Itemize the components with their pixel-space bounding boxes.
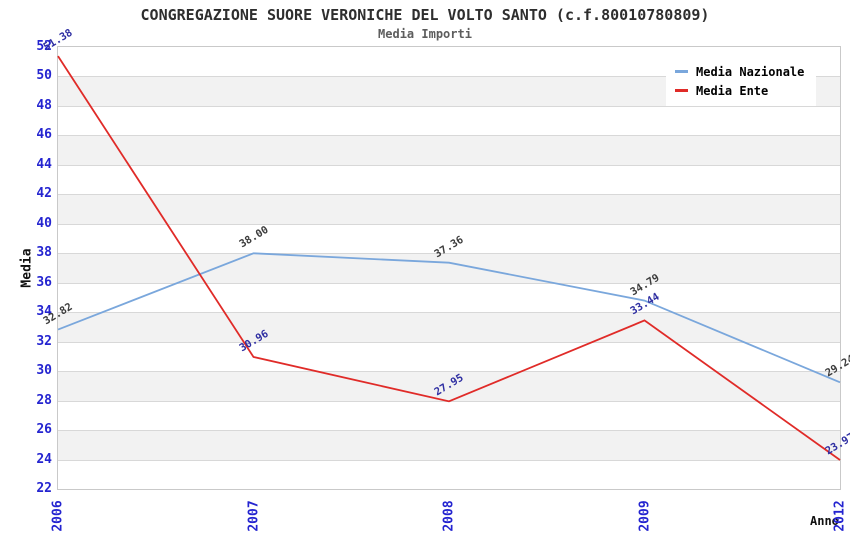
plot-band xyxy=(58,459,840,489)
grid-line xyxy=(58,223,840,225)
y-tick-label: 38 xyxy=(36,245,52,261)
grid-line xyxy=(58,400,840,402)
x-tick-label: 2009 xyxy=(637,500,652,532)
legend-label-media-ente: Media Ente xyxy=(696,83,769,98)
y-tick-label: 34 xyxy=(36,304,52,320)
y-tick-label: 52 xyxy=(36,39,52,54)
grid-line xyxy=(58,312,840,314)
legend: Media Nazionale Media Ente xyxy=(666,56,817,106)
x-tick-label: 2007 xyxy=(246,500,261,532)
legend-item-media-nazionale: Media Nazionale xyxy=(675,62,804,81)
x-axis-title: Anno xyxy=(810,514,839,528)
y-tick-label: 26 xyxy=(36,422,52,438)
grid-line xyxy=(58,194,840,196)
grid-line xyxy=(58,135,840,137)
legend-item-media-ente: Media Ente xyxy=(675,81,804,100)
x-tick-label: 2006 xyxy=(50,500,66,532)
plot-band xyxy=(58,400,840,431)
chart-subtitle: Media Importi xyxy=(378,27,472,41)
y-tick-label: 28 xyxy=(36,392,52,408)
grid-line xyxy=(58,371,840,373)
y-tick-label: 50 xyxy=(36,68,52,84)
plot-band xyxy=(58,341,840,372)
plot-band xyxy=(58,135,840,165)
chart-title: CONGREGAZIONE SUORE VERONICHE DEL VOLTO … xyxy=(140,6,710,24)
plot-band xyxy=(58,282,840,313)
y-tick-label: 36 xyxy=(36,274,52,290)
plot-band xyxy=(58,194,840,224)
plot-band xyxy=(58,164,840,195)
plot-band xyxy=(58,105,840,136)
y-tick-label: 48 xyxy=(36,97,52,113)
x-tick-label: 2008 xyxy=(441,500,457,532)
plot-band xyxy=(58,253,840,283)
legend-swatch-media-nazionale xyxy=(675,70,688,73)
legend-label-media-nazionale: Media Nazionale xyxy=(696,64,805,79)
y-tick-label: 46 xyxy=(36,127,52,143)
plot-area xyxy=(58,47,840,489)
grid-line xyxy=(58,459,840,461)
x-tick-label: 2012 xyxy=(832,500,848,532)
y-tick-label: 30 xyxy=(36,363,52,379)
y-tick-label: 24 xyxy=(36,451,52,467)
grid-line xyxy=(58,282,840,284)
grid-line xyxy=(58,341,840,343)
grid-line xyxy=(58,430,840,432)
plot-band xyxy=(58,430,840,460)
y-tick-label: 32 xyxy=(36,333,52,349)
y-tick-label: 42 xyxy=(36,186,52,202)
grid-line xyxy=(58,105,840,107)
y-tick-label: 22 xyxy=(36,481,52,496)
y-tick-label: 44 xyxy=(36,156,52,172)
y-tick-label: 40 xyxy=(36,215,52,231)
plot-band xyxy=(58,312,840,342)
grid-line xyxy=(58,164,840,166)
legend-swatch-media-ente xyxy=(675,89,688,92)
